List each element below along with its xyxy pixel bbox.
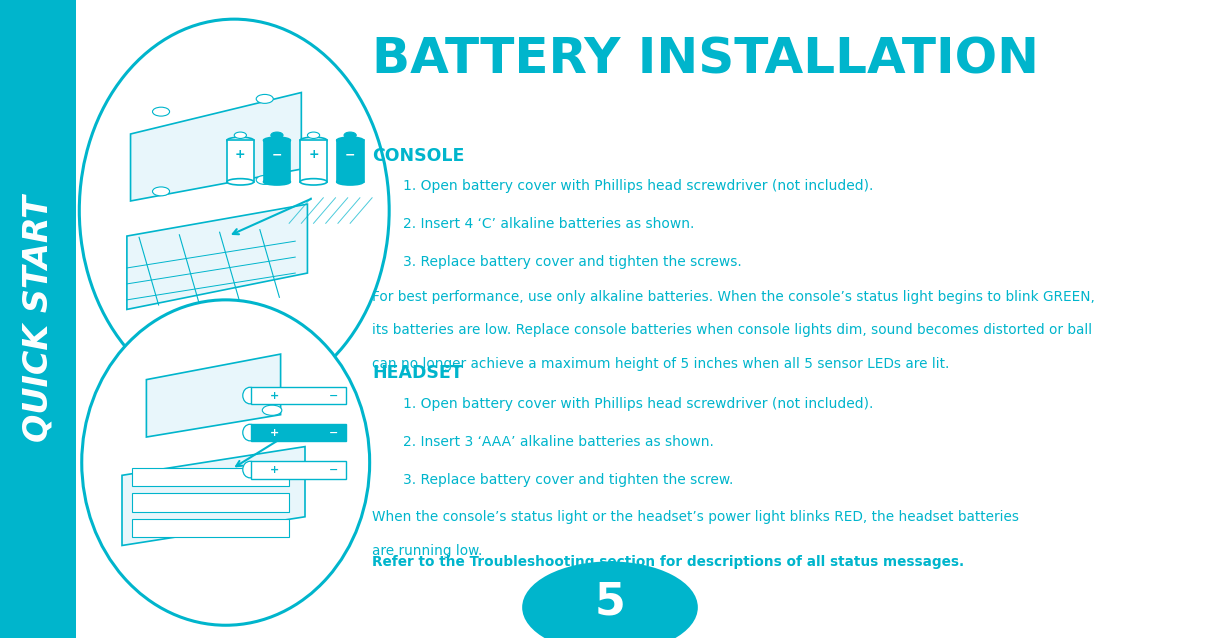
Polygon shape bbox=[131, 93, 301, 201]
Text: For best performance, use only alkaline batteries. When the console’s status lig: For best performance, use only alkaline … bbox=[372, 290, 1096, 304]
Circle shape bbox=[307, 132, 320, 138]
Text: When the console’s status light or the headset’s power light blinks RED, the hea: When the console’s status light or the h… bbox=[372, 510, 1019, 524]
Text: 1. Open battery cover with Phillips head screwdriver (not included).: 1. Open battery cover with Phillips head… bbox=[403, 397, 874, 411]
Circle shape bbox=[256, 94, 273, 103]
Bar bbox=[264, 140, 290, 182]
Bar bbox=[300, 140, 327, 182]
Polygon shape bbox=[127, 204, 307, 309]
Circle shape bbox=[152, 107, 170, 116]
Ellipse shape bbox=[227, 137, 254, 144]
Bar bbox=[227, 140, 254, 182]
Text: its batteries are low. Replace console batteries when console lights dim, sound : its batteries are low. Replace console b… bbox=[372, 323, 1092, 338]
Text: −: − bbox=[328, 464, 338, 475]
Ellipse shape bbox=[264, 179, 290, 185]
Ellipse shape bbox=[337, 179, 364, 185]
Circle shape bbox=[234, 132, 246, 138]
Text: are running low.: are running low. bbox=[372, 544, 482, 558]
Text: can no longer achieve a maximum height of 5 inches when all 5 sensor LEDs are li: can no longer achieve a maximum height o… bbox=[372, 357, 949, 371]
Text: 3. Replace battery cover and tighten the screw.: 3. Replace battery cover and tighten the… bbox=[403, 473, 733, 487]
Ellipse shape bbox=[337, 137, 364, 144]
Ellipse shape bbox=[243, 387, 257, 404]
Circle shape bbox=[522, 561, 698, 638]
Ellipse shape bbox=[300, 179, 327, 185]
Text: 1. Open battery cover with Phillips head screwdriver (not included).: 1. Open battery cover with Phillips head… bbox=[403, 179, 874, 193]
Polygon shape bbox=[146, 354, 281, 437]
Bar bbox=[0, 0, 76, 638]
Circle shape bbox=[262, 405, 282, 415]
Text: −: − bbox=[272, 148, 282, 161]
Polygon shape bbox=[122, 447, 305, 545]
Text: HEADSET: HEADSET bbox=[372, 364, 462, 382]
Ellipse shape bbox=[243, 461, 257, 478]
Ellipse shape bbox=[82, 300, 370, 625]
Circle shape bbox=[344, 132, 356, 138]
Circle shape bbox=[152, 187, 170, 196]
Text: 3. Replace battery cover and tighten the screws.: 3. Replace battery cover and tighten the… bbox=[403, 255, 742, 269]
Text: −: − bbox=[328, 427, 338, 438]
Text: +: + bbox=[270, 427, 279, 438]
Text: 2. Insert 4 ‘C’ alkaline batteries as shown.: 2. Insert 4 ‘C’ alkaline batteries as sh… bbox=[403, 217, 694, 231]
Text: QUICK START: QUICK START bbox=[21, 196, 55, 442]
Ellipse shape bbox=[243, 424, 257, 441]
Text: Refer to the Troubleshooting section for descriptions of all status messages.: Refer to the Troubleshooting section for… bbox=[372, 555, 964, 569]
Text: +: + bbox=[235, 148, 245, 161]
FancyBboxPatch shape bbox=[132, 519, 289, 537]
Text: 5: 5 bbox=[594, 581, 626, 624]
FancyBboxPatch shape bbox=[132, 493, 289, 512]
Text: −: − bbox=[328, 390, 338, 401]
Circle shape bbox=[256, 175, 273, 184]
FancyBboxPatch shape bbox=[251, 424, 346, 441]
Text: CONSOLE: CONSOLE bbox=[372, 147, 465, 165]
Text: 2. Insert 3 ‘AAA’ alkaline batteries as shown.: 2. Insert 3 ‘AAA’ alkaline batteries as … bbox=[403, 435, 714, 449]
FancyBboxPatch shape bbox=[251, 387, 346, 404]
Text: −: − bbox=[345, 148, 355, 161]
Text: BATTERY INSTALLATION: BATTERY INSTALLATION bbox=[372, 35, 1039, 83]
Text: +: + bbox=[309, 148, 318, 161]
Text: +: + bbox=[270, 464, 279, 475]
Ellipse shape bbox=[79, 19, 389, 402]
Ellipse shape bbox=[227, 179, 254, 185]
FancyBboxPatch shape bbox=[251, 461, 346, 478]
FancyBboxPatch shape bbox=[132, 468, 289, 486]
Text: +: + bbox=[270, 390, 279, 401]
Circle shape bbox=[271, 132, 283, 138]
Bar bbox=[337, 140, 364, 182]
Ellipse shape bbox=[264, 137, 290, 144]
Ellipse shape bbox=[300, 137, 327, 144]
